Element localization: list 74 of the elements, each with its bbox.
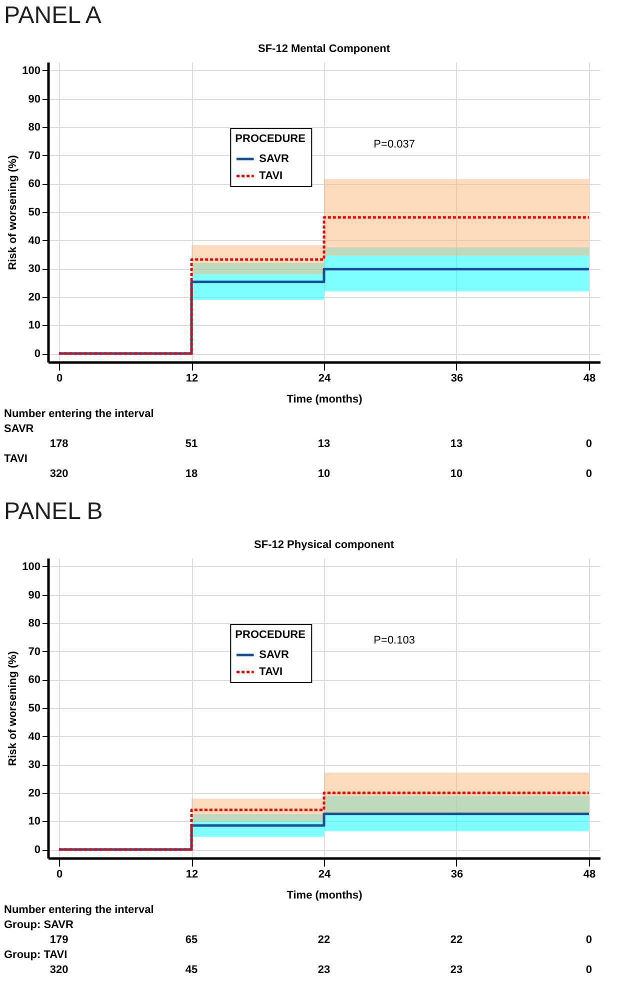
- text: 0: [586, 468, 592, 480]
- text: 13: [318, 438, 330, 450]
- text: 10: [318, 468, 330, 480]
- y-tick-label: 0: [34, 348, 40, 360]
- text: 0: [586, 964, 592, 976]
- legend-title: PROCEDURE: [235, 629, 306, 641]
- text: SAVR: [4, 423, 34, 435]
- y-tick-label: 40: [28, 730, 40, 743]
- legend-label: TAVI: [259, 666, 283, 678]
- y-tick-label: 0: [34, 844, 40, 856]
- y-tick-label: 80: [28, 618, 40, 630]
- legend-label: SAVR: [259, 649, 289, 661]
- y-tick-label: 60: [28, 674, 40, 686]
- text: Group: SAVR: [4, 919, 74, 931]
- legend-label: TAVI: [259, 170, 283, 182]
- y-tick-label: 10: [28, 320, 40, 332]
- y-axis-title: Risk of worsening (%): [7, 650, 20, 766]
- text: 65: [185, 934, 198, 946]
- text: 23: [318, 964, 330, 976]
- chart-title: SF-12 Physical component: [254, 539, 394, 551]
- y-tick-label: 30: [28, 759, 40, 772]
- text: 51: [185, 438, 198, 450]
- text: PANEL A: [4, 2, 102, 29]
- y-tick-label: 100: [22, 560, 40, 573]
- y-tick-label: 100: [22, 64, 40, 77]
- y-tick-label: 80: [28, 122, 40, 134]
- x-axis-title: Time (months): [286, 890, 363, 902]
- x-tick-label: 48: [583, 868, 596, 880]
- text: PANEL B: [4, 498, 103, 525]
- text: Group: TAVI: [4, 949, 68, 961]
- text: 22: [450, 934, 463, 946]
- y-tick-label: 50: [28, 702, 40, 714]
- x-tick-label: 24: [318, 372, 332, 384]
- x-tick-label: 48: [583, 372, 596, 384]
- text: TAVI: [4, 453, 28, 465]
- text: 45: [185, 964, 198, 976]
- y-tick-label: 10: [28, 816, 40, 828]
- text: 320: [50, 468, 68, 480]
- text: 0: [586, 934, 592, 946]
- annotation: P=0.037: [374, 138, 415, 150]
- text: 178: [50, 438, 68, 450]
- chart-title: SF-12 Mental Component: [258, 43, 390, 55]
- legend-title: PROCEDURE: [235, 133, 306, 145]
- x-tick-label: 0: [56, 372, 63, 384]
- text: 10: [450, 468, 463, 480]
- text: 18: [185, 468, 198, 480]
- text: 179: [50, 934, 68, 946]
- y-tick-label: 20: [28, 787, 40, 800]
- text: Number entering the interval: [4, 904, 154, 916]
- text: 13: [450, 438, 463, 450]
- x-tick-label: 36: [450, 868, 464, 880]
- y-tick-label: 90: [28, 93, 40, 106]
- y-tick-label: 50: [28, 206, 40, 218]
- y-tick-label: 60: [28, 178, 40, 190]
- x-tick-label: 12: [186, 372, 198, 384]
- y-tick-label: 40: [28, 234, 40, 247]
- text: 23: [450, 964, 463, 976]
- text: 22: [318, 934, 330, 946]
- x-tick-label: 0: [56, 868, 63, 880]
- y-tick-label: 20: [28, 291, 40, 304]
- text: 0: [586, 438, 592, 450]
- x-tick-label: 24: [318, 868, 332, 880]
- text: Number entering the interval: [4, 408, 154, 420]
- x-axis-title: Time (months): [286, 394, 363, 406]
- annotation: P=0.103: [374, 634, 415, 646]
- y-tick-label: 90: [28, 589, 40, 602]
- legend-label: SAVR: [259, 153, 289, 165]
- x-tick-label: 36: [450, 372, 464, 384]
- y-tick-label: 30: [28, 263, 40, 276]
- text: 320: [50, 964, 68, 976]
- x-tick-label: 12: [186, 868, 198, 880]
- y-axis-title: Risk of worsening (%): [7, 154, 20, 270]
- y-tick-label: 70: [28, 646, 40, 658]
- y-tick-label: 70: [28, 150, 40, 162]
